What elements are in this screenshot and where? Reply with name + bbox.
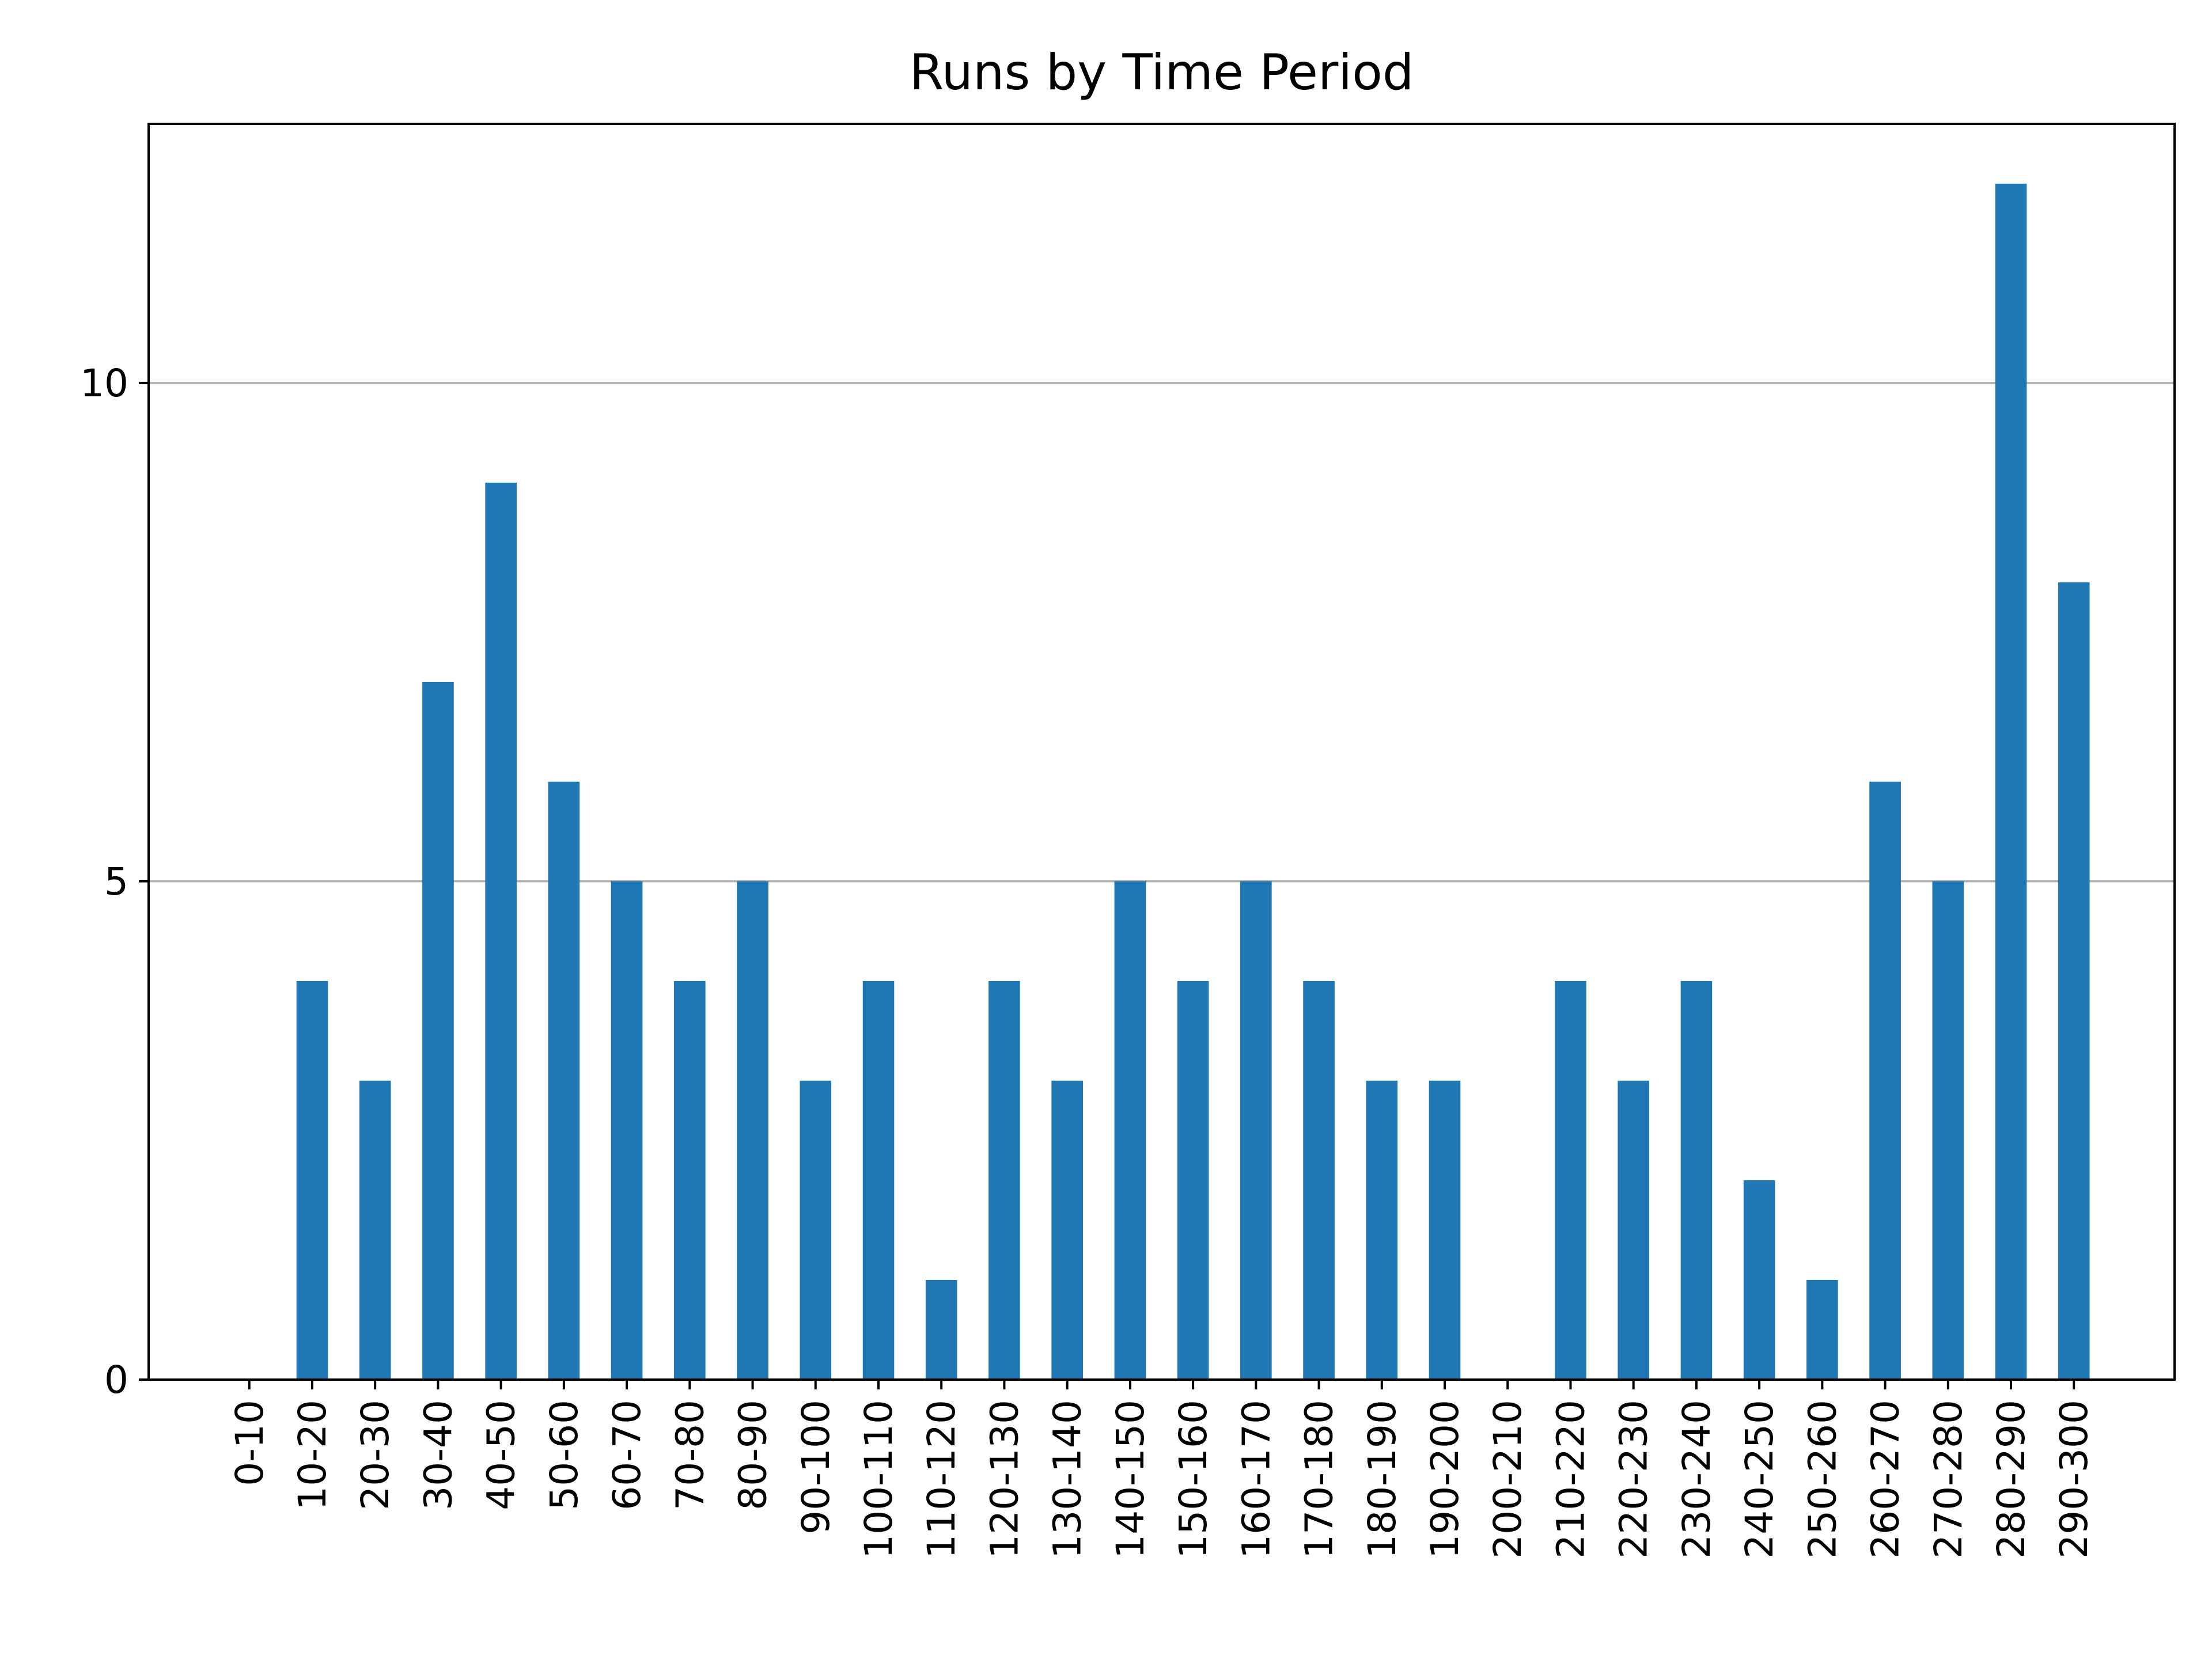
x-tick-label: 80-90 bbox=[731, 1400, 775, 1510]
x-tick-label: 130-140 bbox=[1046, 1400, 1090, 1559]
y-tick-label: 0 bbox=[104, 1358, 128, 1402]
x-tick-label: 110-120 bbox=[919, 1400, 964, 1559]
x-tick-label: 290-300 bbox=[2052, 1400, 2096, 1559]
bar bbox=[485, 482, 517, 1380]
x-tick-label: 30-40 bbox=[416, 1400, 460, 1510]
bar bbox=[1995, 183, 2027, 1380]
x-tick-label: 270-280 bbox=[1926, 1400, 1971, 1559]
x-tick-label: 190-200 bbox=[1423, 1400, 1467, 1559]
bar bbox=[1240, 881, 1272, 1380]
x-tick-label: 250-260 bbox=[1800, 1400, 1844, 1559]
x-tick-label: 180-190 bbox=[1360, 1400, 1404, 1559]
bar bbox=[1366, 1080, 1398, 1380]
bar bbox=[1555, 980, 1586, 1380]
x-tick-label: 10-20 bbox=[290, 1400, 335, 1510]
bar bbox=[1303, 980, 1335, 1380]
x-tick-label: 40-50 bbox=[479, 1400, 524, 1510]
bar bbox=[1932, 881, 1964, 1380]
bar bbox=[611, 881, 643, 1380]
x-tick-label: 140-150 bbox=[1108, 1400, 1153, 1559]
plot-frame bbox=[147, 123, 2176, 1381]
x-tick-label: 280-290 bbox=[1989, 1400, 2033, 1559]
bar bbox=[1114, 881, 1146, 1380]
bars bbox=[296, 183, 2090, 1380]
x-tick-label: 100-110 bbox=[857, 1400, 901, 1559]
x-tick-label: 230-240 bbox=[1675, 1400, 1719, 1559]
x-tick-label: 20-30 bbox=[353, 1400, 397, 1510]
bar bbox=[737, 881, 768, 1380]
x-tick-label: 70-80 bbox=[668, 1400, 712, 1510]
bar bbox=[862, 980, 895, 1380]
x-tick-label: 120-130 bbox=[982, 1400, 1027, 1559]
bar bbox=[1806, 1279, 1838, 1380]
x-tick-label: 0-10 bbox=[228, 1400, 272, 1486]
bar bbox=[1743, 1180, 1775, 1380]
x-tick-label: 150-160 bbox=[1171, 1400, 1215, 1559]
x-tick-label: 60-70 bbox=[605, 1400, 649, 1510]
bar bbox=[359, 1080, 391, 1380]
bar bbox=[925, 1279, 957, 1380]
bar bbox=[988, 980, 1020, 1380]
y-tick-label: 5 bbox=[104, 859, 128, 904]
bar bbox=[674, 980, 706, 1380]
x-tick-label: 210-220 bbox=[1548, 1400, 1593, 1559]
bar bbox=[2058, 582, 2090, 1380]
bar bbox=[422, 681, 454, 1380]
x-tick-label: 170-180 bbox=[1297, 1400, 1342, 1559]
x-tick-label: 160-170 bbox=[1234, 1400, 1278, 1559]
bar bbox=[548, 781, 580, 1380]
bar bbox=[800, 1080, 832, 1380]
x-tick-label: 240-250 bbox=[1737, 1400, 1782, 1559]
x-tick-label: 50-60 bbox=[542, 1400, 586, 1510]
x-tick-label: 90-100 bbox=[794, 1400, 838, 1535]
chart-title: Runs by Time Period bbox=[910, 44, 1414, 101]
x-axis-ticks: 0-10 10-20 20-30 30-40 40-50 50-60 60-70 70-80 8… bbox=[228, 1380, 2096, 1559]
x-tick-label: 200-210 bbox=[1486, 1400, 1530, 1559]
bar bbox=[296, 980, 328, 1380]
y-tick-label: 10 bbox=[80, 361, 128, 406]
y-axis-ticks: 0 5 10 bbox=[80, 361, 149, 1402]
bar bbox=[1869, 781, 1901, 1380]
bar bbox=[1618, 1080, 1649, 1380]
bar bbox=[1051, 1080, 1083, 1380]
bar bbox=[1177, 980, 1209, 1380]
bar bbox=[1680, 980, 1713, 1380]
bar bbox=[1429, 1080, 1461, 1380]
axes bbox=[147, 123, 2176, 1381]
x-tick-label: 220-230 bbox=[1612, 1400, 1656, 1559]
x-tick-label: 260-270 bbox=[1863, 1400, 1908, 1559]
